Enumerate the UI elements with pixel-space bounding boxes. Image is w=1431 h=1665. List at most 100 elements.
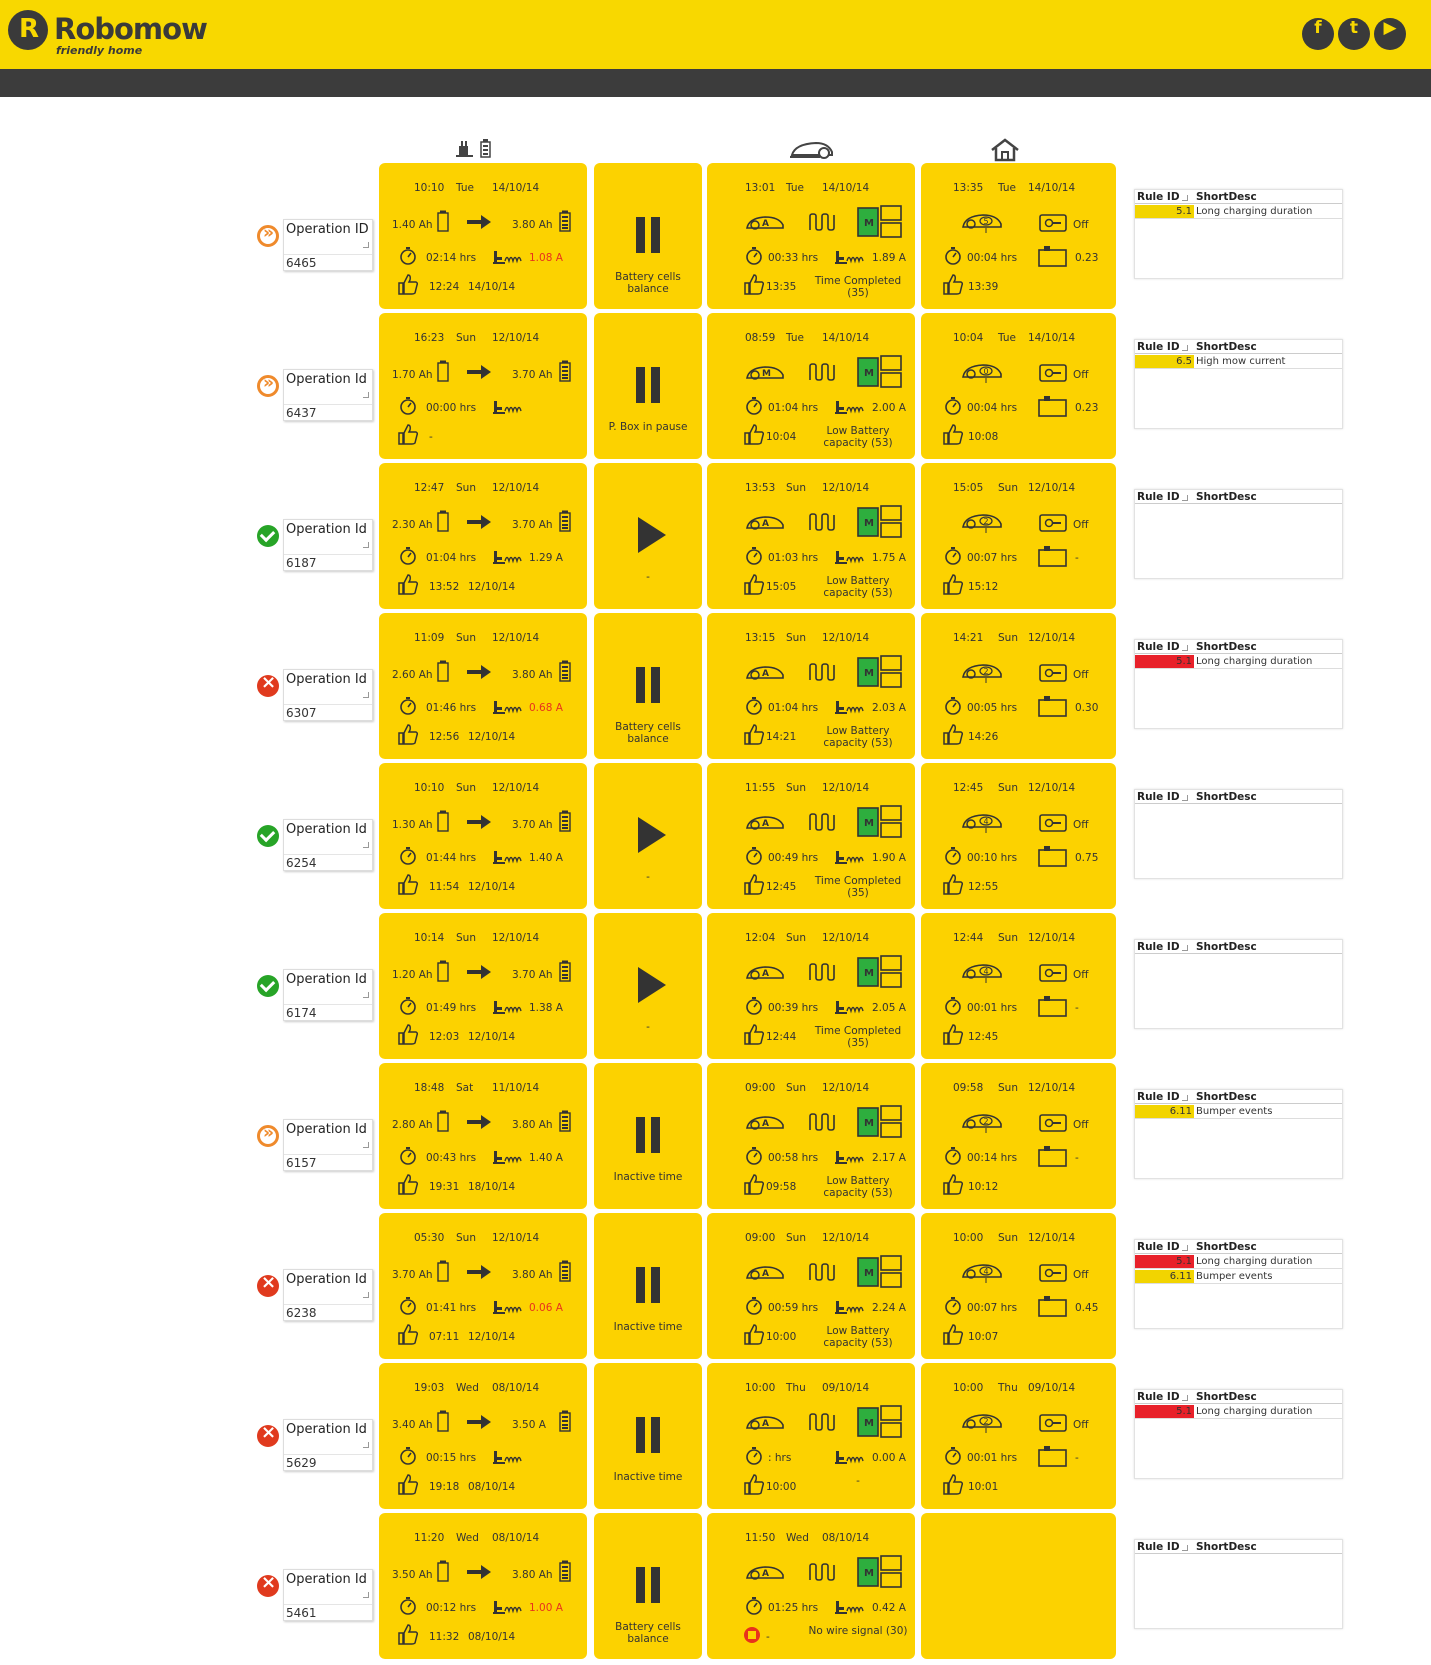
rules-header: Rule ID ShortDesc [1135,340,1342,354]
charge-duration: 02:14 hrs [426,252,477,264]
wire-signal-icon [809,1113,835,1131]
charging-current-icon [493,701,522,714]
charge-end-time: 12:03 [429,1031,460,1043]
svg-text:4: 4 [984,817,989,826]
home-duration: 00:01 hrs [967,1452,1018,1464]
rules-table[interactable]: Rule ID ShortDesc 5.1 Long charging durat… [1134,189,1343,279]
rule-row[interactable]: 5.1 Long charging duration [1135,1405,1342,1419]
operation-row: Operation ID 6465 10:10 Tue 14/10/14 1.4… [0,163,1431,309]
home-start-time: 12:45 [953,782,984,794]
rules-table[interactable]: Rule ID ShortDesc [1134,489,1343,579]
status-icon [257,223,279,247]
rule-id-header[interactable]: Rule ID [1137,1241,1180,1253]
operation-id-field[interactable]: Operation Id 6254 [283,819,373,871]
charge-ah-end: 3.80 Ah [512,1119,553,1131]
short-desc-header[interactable]: ShortDesc [1196,791,1257,803]
rule-id-header[interactable]: Rule ID [1137,941,1180,953]
svg-text:2: 2 [984,517,989,526]
short-desc-header[interactable]: ShortDesc [1196,491,1257,503]
operation-id-field[interactable]: Operation Id 6157 [283,1119,373,1171]
charge-start-time: 10:10 [414,782,445,794]
mow-panel: 13:01 Tue 14/10/14 A M 00:33 hrs 1.89 A … [707,163,915,309]
operation-id-field[interactable]: Operation Id 6307 [283,669,373,721]
rules-table[interactable]: Rule ID ShortDesc 5.1 Long charging durat… [1134,1389,1343,1479]
operation-id-field[interactable]: Operation Id 6238 [283,1269,373,1321]
operation-id-field[interactable]: Operation Id 6187 [283,519,373,571]
svg-text:A: A [762,1119,769,1129]
battery-empty-icon [437,960,449,982]
short-desc-header[interactable]: ShortDesc [1196,1541,1257,1553]
home-end-time: 15:12 [968,581,999,593]
robomow-logo[interactable]: R Robomow friendly home [8,10,228,60]
rule-id-header[interactable]: Rule ID [1137,1091,1180,1103]
charge-end-time: 19:18 [429,1481,460,1493]
power-switch-icon [1039,364,1067,382]
svg-text:A: A [762,1419,769,1429]
mow-start-time: 08:59 [745,332,776,344]
stopwatch-icon [400,247,416,265]
short-desc-header[interactable]: ShortDesc [1196,1241,1257,1253]
wire-signal-icon [809,513,835,531]
home-duration: 00:07 hrs [967,552,1018,564]
short-desc-header[interactable]: ShortDesc [1196,341,1257,353]
mow-start-time: 13:53 [745,482,776,494]
rule-id-header[interactable]: Rule ID [1137,1541,1180,1553]
short-desc-header[interactable]: ShortDesc [1196,641,1257,653]
mower-count-icon: 4 [962,1264,1002,1283]
home-end-time: 13:39 [968,281,999,293]
twitter-icon[interactable]: t [1338,18,1370,50]
rule-row[interactable]: 5.1 Long charging duration [1135,205,1342,219]
home-start-time: 12:44 [953,932,984,944]
charge-start-date: 12/10/14 [492,1232,540,1244]
home-panel: 12:44 Sun 12/10/14 4 Off 00:01 hrs - 12:… [921,913,1116,1059]
plug-battery-icon [456,139,491,158]
short-desc-header[interactable]: ShortDesc [1196,1391,1257,1403]
rules-table[interactable]: Rule ID ShortDesc 6.11 Bumper events [1134,1089,1343,1179]
operation-id-field[interactable]: Operation ID 6465 [283,219,373,271]
operation-id-field[interactable]: Operation Id 5461 [283,1569,373,1621]
rule-id-header[interactable]: Rule ID [1137,491,1180,503]
operation-id-field[interactable]: Operation Id 6437 [283,369,373,421]
charge-end-date: 08/10/14 [468,1481,516,1493]
mow-end-time: 12:44 [766,1031,797,1043]
home-end-time: 10:07 [968,1331,999,1343]
charge-ah-end: 3.80 Ah [512,669,553,681]
youtube-icon[interactable]: ▶ [1374,18,1406,50]
mow-current: 1.75 A [872,552,906,564]
rule-row[interactable]: 5.1 Long charging duration [1135,1255,1342,1269]
rule-short-desc: Long charging duration [1196,1256,1313,1267]
thumbs-up-icon [398,1024,418,1045]
rules-table[interactable]: Rule ID ShortDesc 5.1 Long charging durat… [1134,639,1343,729]
docking-station-icon [1038,246,1067,267]
pause-reason: Inactive time [613,1171,683,1183]
pause-panel: - [594,463,702,609]
rule-row[interactable]: 6.5 High mow current [1135,355,1342,369]
thumbs-up-icon [398,724,418,745]
home-duration: 00:07 hrs [967,1302,1018,1314]
stopwatch-icon [746,997,762,1015]
rule-row[interactable]: 6.11 Bumper events [1135,1270,1342,1284]
short-desc-header[interactable]: ShortDesc [1196,941,1257,953]
status-icon [257,1123,279,1147]
operation-id-value: 6437 [284,404,372,420]
short-desc-header[interactable]: ShortDesc [1196,191,1257,203]
pause-icon [636,1117,660,1153]
rule-id-header[interactable]: Rule ID [1137,641,1180,653]
rule-row[interactable]: 6.11 Bumper events [1135,1105,1342,1119]
mow-current-icon [835,1451,864,1464]
rules-table[interactable]: Rule ID ShortDesc [1134,1539,1343,1629]
rules-table[interactable]: Rule ID ShortDesc 6.5 High mow current [1134,339,1343,429]
rules-table[interactable]: Rule ID ShortDesc [1134,939,1343,1029]
short-desc-header[interactable]: ShortDesc [1196,1091,1257,1103]
rule-id-header[interactable]: Rule ID [1137,191,1180,203]
rule-id-header[interactable]: Rule ID [1137,341,1180,353]
rule-id-header[interactable]: Rule ID [1137,791,1180,803]
rules-table[interactable]: Rule ID ShortDesc 5.1 Long charging durat… [1134,1239,1343,1329]
facebook-icon[interactable]: f [1302,18,1334,50]
rules-table[interactable]: Rule ID ShortDesc [1134,789,1343,879]
operation-id-field[interactable]: Operation Id 5629 [283,1419,373,1471]
operation-id-field[interactable]: Operation Id 6174 [283,969,373,1021]
charge-duration: 00:00 hrs [426,402,477,414]
rule-id-header[interactable]: Rule ID [1137,1391,1180,1403]
rule-row[interactable]: 5.1 Long charging duration [1135,655,1342,669]
